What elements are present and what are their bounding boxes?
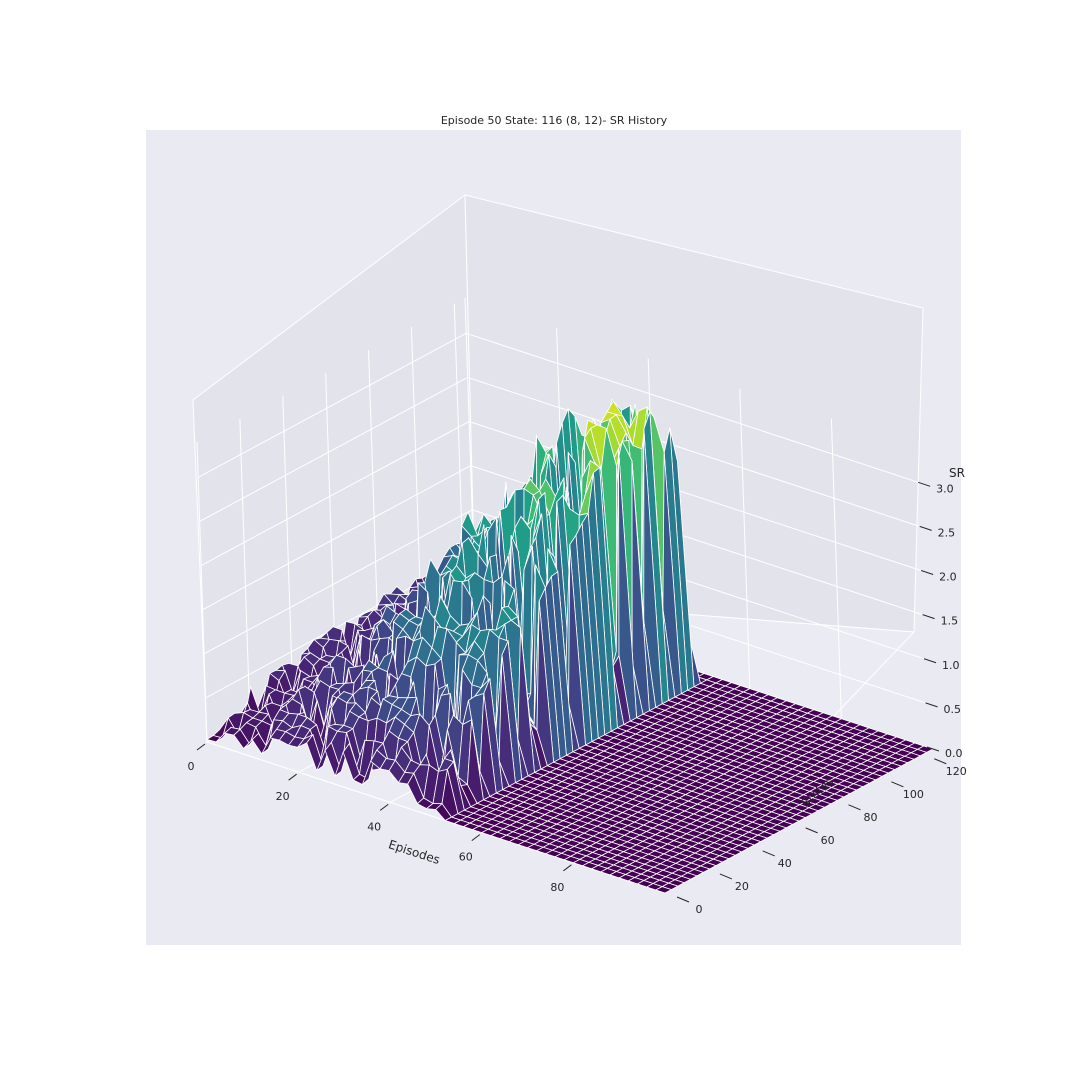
y-tick-mark xyxy=(805,827,818,834)
y-tick-label: 40 xyxy=(778,857,792,870)
z-back-gridline xyxy=(468,421,928,574)
x-tick-label: 20 xyxy=(276,790,290,803)
x-tick-mark xyxy=(379,804,389,811)
y-tick-label: 120 xyxy=(946,765,967,778)
y-tick-mark xyxy=(848,804,861,811)
surface xyxy=(205,398,935,894)
y-side-gridline xyxy=(239,418,251,719)
x-tick-label: 40 xyxy=(367,820,381,833)
y-tick-mark xyxy=(934,758,947,765)
z-tick-mark xyxy=(925,702,938,708)
z-back-gridline xyxy=(467,376,926,529)
y-side-gridline xyxy=(196,441,208,743)
tick-marks xyxy=(196,481,947,903)
y-tick-label: 60 xyxy=(821,834,835,847)
y-side-gridline xyxy=(325,372,337,673)
y-tick-mark xyxy=(676,896,690,903)
z-tick-label: 0.0 xyxy=(945,747,963,760)
x-tick-label: 0 xyxy=(188,760,195,773)
z-axis-label: SR xyxy=(949,466,965,480)
tick-labels: 0 20 40 60 80 0 20 40 60 80 100 120 0.0 0.5 1.0 1.5 2.0 2… xyxy=(188,482,967,916)
z-tick-label: 2.0 xyxy=(939,571,957,584)
z-back-gridline xyxy=(466,332,925,485)
z-tick-label: 1.5 xyxy=(941,615,959,628)
x-tick-label: 60 xyxy=(459,851,473,864)
y-tick-label: 80 xyxy=(864,811,878,824)
x-tick-mark xyxy=(196,743,206,751)
z-tick-label: 1.0 xyxy=(942,659,960,672)
chart-title: Episode 50 State: 116 (8, 12)- SR Histor… xyxy=(441,114,668,127)
y-tick-label: 100 xyxy=(903,788,924,801)
y-side-gridline xyxy=(282,395,294,696)
x-tick-label: 80 xyxy=(550,881,564,894)
y-side-gridline xyxy=(410,326,422,627)
z-side-gridline xyxy=(200,421,470,566)
y-tick-mark xyxy=(891,781,904,788)
y-tick-mark xyxy=(762,850,775,857)
x-tick-mark xyxy=(563,864,572,872)
y-tick-mark xyxy=(719,873,733,880)
x-back-gridline xyxy=(739,388,751,689)
z-tick-mark xyxy=(923,658,937,664)
z-tick-mark xyxy=(926,746,940,752)
z-side-gridline xyxy=(203,509,473,655)
z-tick-mark xyxy=(922,614,935,620)
z-tick-mark xyxy=(920,570,934,576)
z-side-gridline xyxy=(199,376,468,522)
x-tick-mark xyxy=(471,834,481,841)
y-tick-label: 20 xyxy=(735,880,749,893)
z-tick-label: 0.5 xyxy=(944,703,962,716)
x-tick-mark xyxy=(288,773,297,781)
x-back-gridline xyxy=(830,418,842,719)
z-tick-label: 3.0 xyxy=(936,482,954,495)
z-tick-mark xyxy=(919,525,932,531)
z-side-gridline xyxy=(202,465,471,611)
z-side-gridline xyxy=(197,332,467,478)
surface-facet xyxy=(654,886,673,894)
z-tick-label: 2.5 xyxy=(938,526,956,539)
y-side-gridline xyxy=(368,349,380,650)
z-tick-mark xyxy=(918,481,931,487)
y-tick-label: 0 xyxy=(696,903,703,916)
